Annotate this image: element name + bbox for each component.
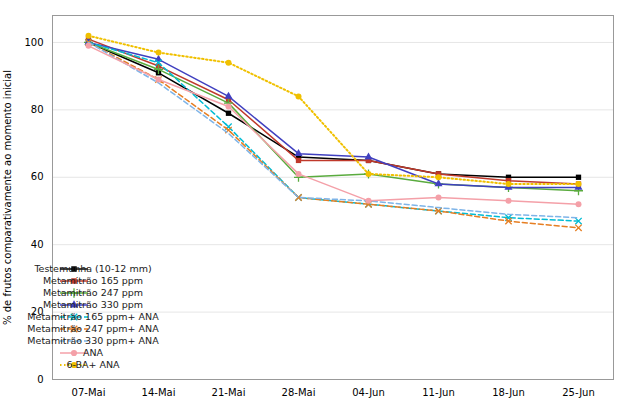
svg-text:60: 60 — [31, 171, 44, 182]
svg-text:ANA: ANA — [83, 347, 104, 358]
svg-text:21-Mai: 21-Mai — [212, 387, 246, 398]
svg-text:0: 0 — [37, 374, 43, 385]
svg-text:40: 40 — [31, 239, 44, 250]
svg-text:Metamitrão 165 ppm+ ANA: Metamitrão 165 ppm+ ANA — [27, 311, 159, 322]
svg-text:Testemunha (10-12 mm): Testemunha (10-12 mm) — [33, 263, 151, 274]
svg-text:Metamitrão 330 ppm: Metamitrão 330 ppm — [43, 299, 143, 310]
svg-text:Metamitrão 247 ppm: Metamitrão 247 ppm — [43, 287, 143, 298]
svg-text:14-Mai: 14-Mai — [142, 387, 176, 398]
svg-text:18-Jun: 18-Jun — [492, 387, 525, 398]
svg-text:Metamitrão 247 ppm+ ANA: Metamitrão 247 ppm+ ANA — [27, 323, 159, 334]
svg-text:Metamitrão 330 ppm+ ANA: Metamitrão 330 ppm+ ANA — [27, 335, 159, 346]
svg-text:25-Jun: 25-Jun — [562, 387, 595, 398]
svg-text:100: 100 — [24, 37, 43, 48]
svg-text:80: 80 — [31, 104, 44, 115]
svg-text:07-Mai: 07-Mai — [72, 387, 106, 398]
svg-text:Metamitrão 165 ppm: Metamitrão 165 ppm — [43, 275, 143, 286]
svg-text:6-BA+ ANA: 6-BA+ ANA — [66, 359, 120, 370]
svg-text:04-Jun: 04-Jun — [352, 387, 385, 398]
svg-text:28-Mai: 28-Mai — [282, 387, 316, 398]
svg-text:% de frutos comparativamente a: % de frutos comparativamente ao momento … — [2, 70, 13, 325]
svg-text:11-Jun: 11-Jun — [422, 387, 455, 398]
